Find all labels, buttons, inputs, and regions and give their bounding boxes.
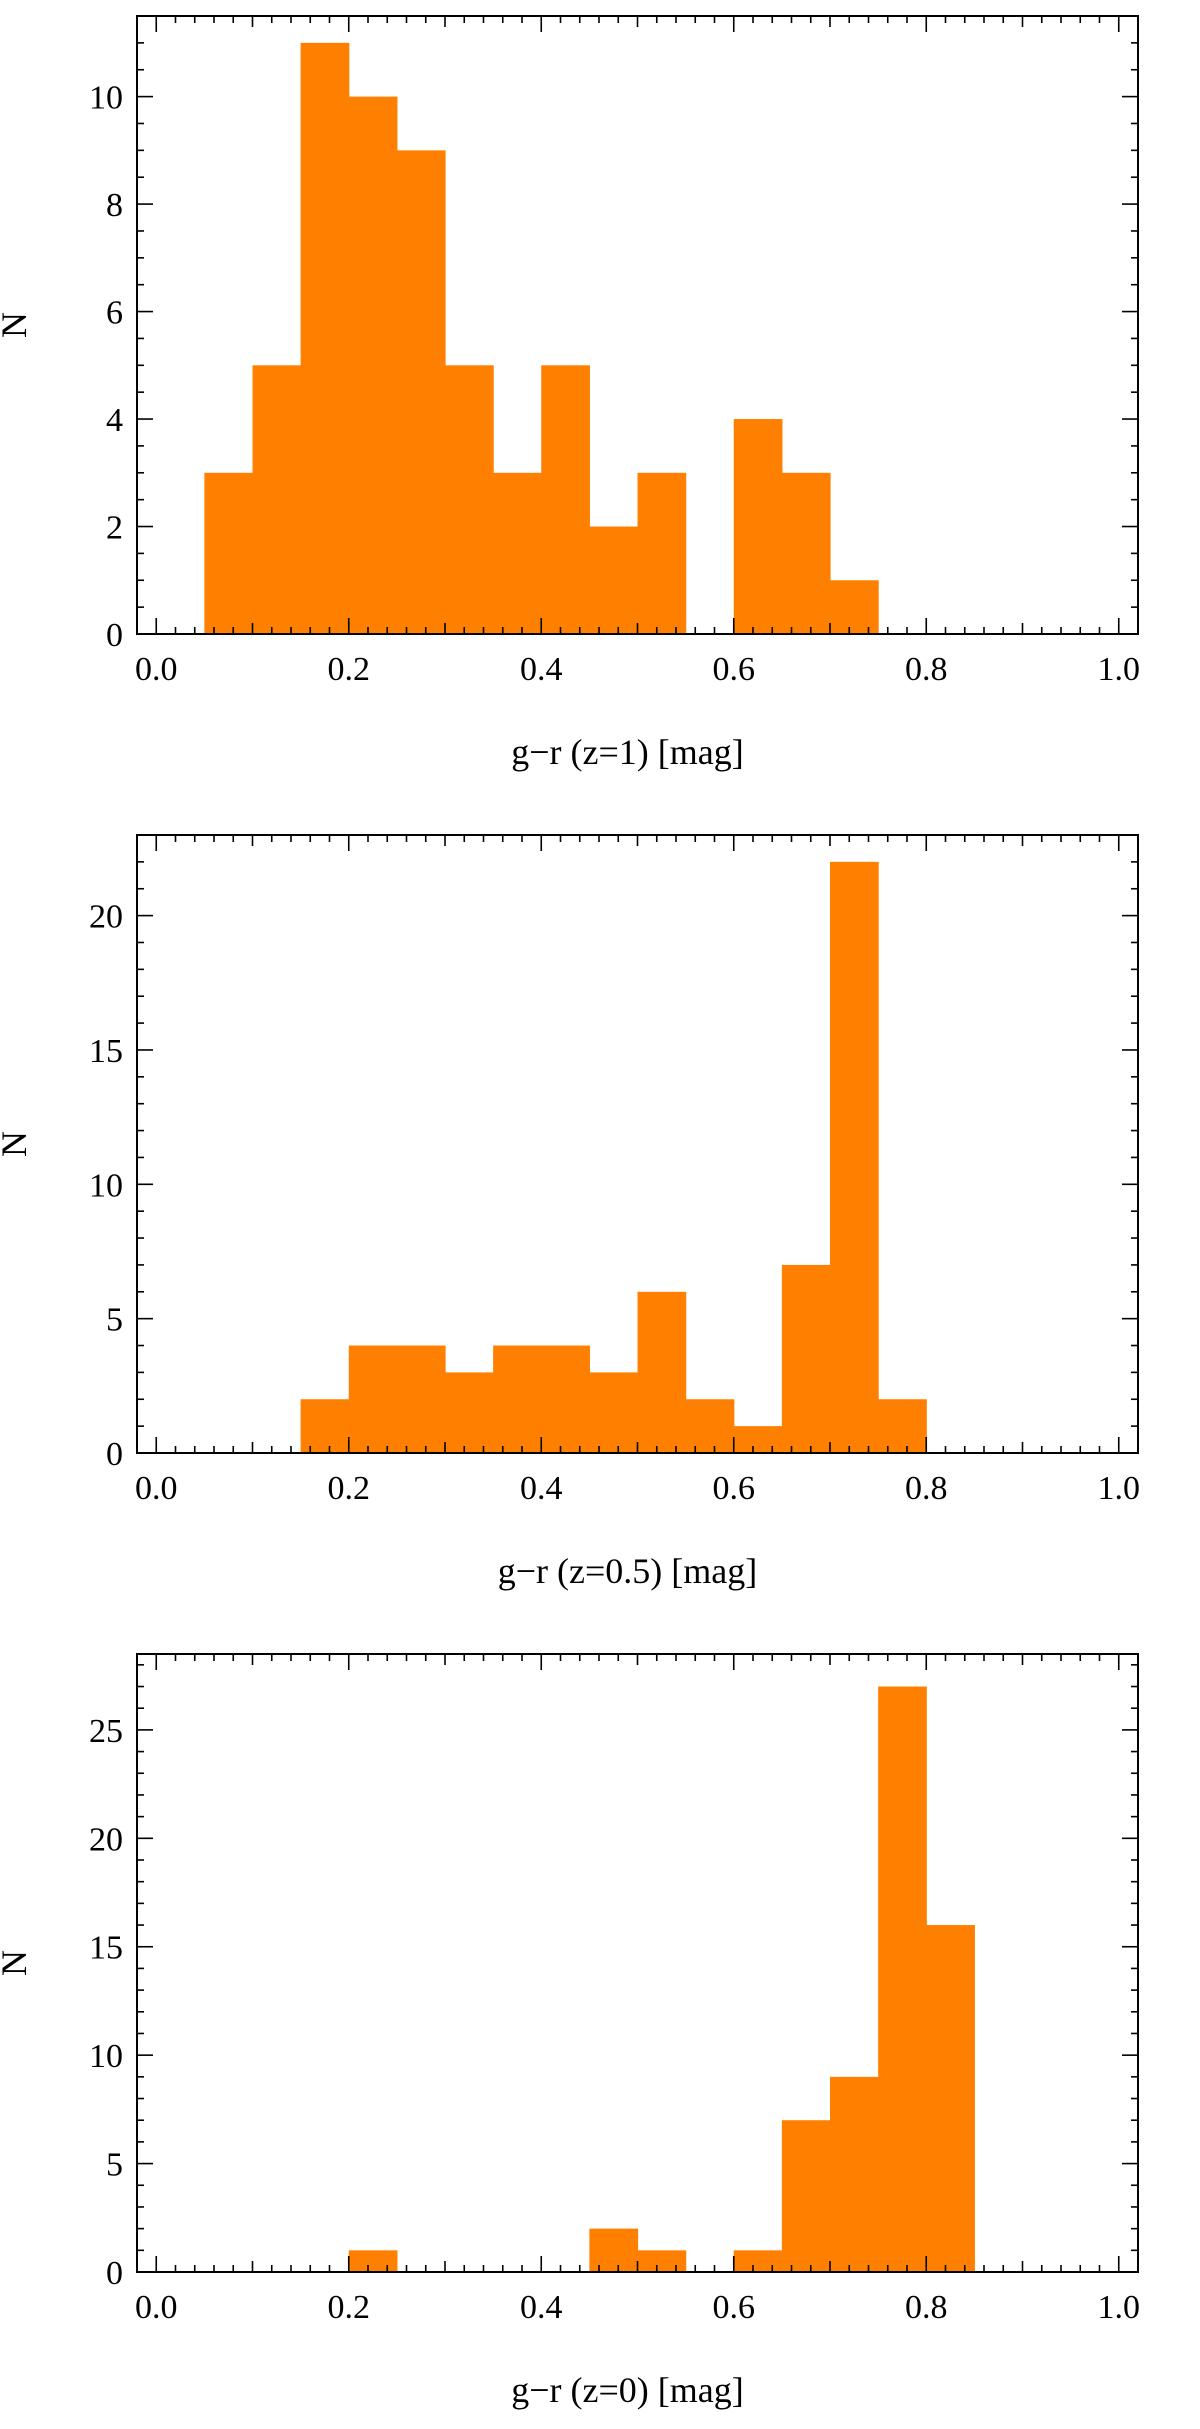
y-tick-label: 25 [89,1713,123,1750]
y-tick-label: 15 [89,1930,123,1967]
y-axis-label: N [0,1131,34,1157]
x-tick-label: 0.2 [328,2289,371,2326]
histogram-bar [733,419,783,634]
x-tick-label: 0.4 [520,1470,563,1507]
x-axis-label: g−r (z=0) [mag] [511,2370,744,2410]
x-tick-label: 0.8 [905,651,948,688]
histogram-bar [830,2076,879,2272]
x-tick-label: 0.0 [135,1470,178,1507]
histogram-bar [541,1345,590,1453]
histogram-bar [637,2250,687,2272]
y-tick-label: 10 [89,80,123,117]
histogram-panel-3: 0.0 0.2 0.4 0.6 0.8 1.0 0 5 10 15 20 25 g−r (z=0) [m… [0,1653,1141,2410]
histogram-bar [541,365,590,634]
y-tick-label: 8 [106,187,123,224]
y-tick-label: 0 [106,1436,123,1473]
y-tick-label: 10 [89,1167,123,1204]
x-axis-label: g−r (z=0.5) [mag] [498,1551,758,1591]
histogram-bar [878,1399,927,1453]
histogram-bar [589,1372,639,1453]
x-tick-label: 1.0 [1098,1470,1141,1507]
x-tick-label: 0.8 [905,2289,948,2326]
histogram-bar [781,1264,831,1453]
histogram-bar [733,2250,783,2272]
histogram-bar [781,472,831,634]
x-tick-label: 1.0 [1098,2289,1141,2326]
x-tick-label: 0.6 [713,2289,756,2326]
x-axis-label: g−r (z=1) [mag] [511,732,744,772]
x-tick-label: 0.4 [520,651,563,688]
histogram-bar [300,1399,350,1453]
histogram-bar [685,1399,735,1453]
histogram-bar [204,472,254,634]
histogram-panel-1: 0.0 0.2 0.4 0.6 0.8 1.0 0 2 4 6 8 10 g−r (z=1) [mag]… [0,15,1141,772]
x-tick-label: 0.4 [520,2289,563,2326]
y-tick-label: 20 [89,899,123,936]
histogram-bar [348,96,398,634]
histogram-bar [252,365,302,634]
y-axis-label: N [0,1950,34,1976]
histogram-bar [396,150,446,634]
histogram-bar [493,472,542,634]
histogram-bar [637,472,687,634]
histogram-panel-2: 0.0 0.2 0.4 0.6 0.8 1.0 0 5 10 15 20 g−r (z=0.5) [m… [0,834,1141,1591]
y-axis-label: N [0,312,34,338]
histogram-bar [300,42,350,634]
y-tick-label: 5 [106,2147,123,2184]
histogram-bar [830,580,879,634]
x-tick-label: 0.2 [328,651,371,688]
y-tick-label: 2 [106,510,123,547]
histogram-bar [589,2228,639,2272]
histogram-bar [348,1345,398,1453]
y-tick-label: 0 [106,2255,123,2292]
histogram-bar [733,1426,783,1453]
y-tick-label: 4 [106,402,123,439]
y-tick-label: 5 [106,1302,123,1339]
x-tick-label: 1.0 [1098,651,1141,688]
histogram-bar [926,1925,975,2272]
y-tick-label: 15 [89,1033,123,1070]
histogram-bar [348,2250,398,2272]
x-tick-label: 0.2 [328,1470,371,1507]
x-tick-label: 0.6 [713,1470,756,1507]
y-tick-label: 0 [106,617,123,654]
histogram-bar [589,526,639,634]
x-tick-label: 0.0 [135,2289,178,2326]
histogram-bar [396,1345,446,1453]
y-tick-label: 6 [106,295,123,332]
histogram-bar [830,861,879,1453]
y-tick-label: 20 [89,1821,123,1858]
y-tick-label: 10 [89,2038,123,2075]
histogram-bar [493,1345,542,1453]
plot-frame [136,1653,1139,2273]
x-tick-label: 0.8 [905,1470,948,1507]
histogram-bar [637,1291,687,1453]
histogram-bar [781,2120,831,2272]
x-tick-label: 0.0 [135,651,178,688]
histogram-bar [445,365,494,634]
histogram-bar [445,1372,494,1453]
histogram-bar [878,1686,927,2272]
x-tick-label: 0.6 [713,651,756,688]
